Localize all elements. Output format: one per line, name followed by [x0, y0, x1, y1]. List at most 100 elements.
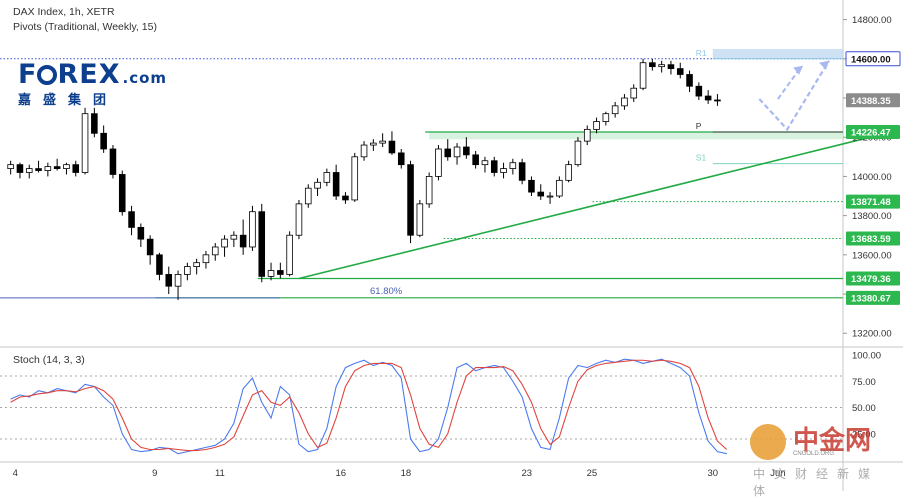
candle-body [704, 95, 712, 101]
candle-body [16, 164, 24, 173]
stoch-tick-label: 100.00 [852, 351, 881, 362]
candle-body [611, 105, 619, 115]
candle-body [453, 146, 461, 158]
candle-body [472, 154, 479, 166]
watermark-logo-icon [750, 424, 786, 460]
stoch-d-line [10, 359, 728, 452]
candle-body [249, 211, 256, 248]
time-tick-label: 30 [708, 468, 719, 479]
time-tick-label: 9 [152, 468, 157, 479]
pivot-zones [429, 49, 843, 140]
candle-body [574, 140, 582, 166]
indicator-label: Pivots (Traditional, Weekly, 15) [13, 21, 157, 33]
r1-zone [712, 49, 843, 59]
candle-body [53, 166, 61, 169]
fib-label: 61.80% [370, 286, 403, 297]
candle-body [118, 174, 126, 213]
candle-body [463, 146, 470, 156]
candle-body [211, 246, 219, 256]
candle-body [267, 270, 275, 277]
trendline [298, 137, 867, 280]
price-badge-label: 13380.67 [851, 293, 891, 304]
pivot-label: P [696, 121, 702, 131]
support-trendline [298, 137, 867, 280]
candlestick-series [7, 58, 721, 300]
time-axis: 4 9 11 16 18 23 25 30 Jun [13, 468, 786, 479]
price-badge-label: 14600.00 [851, 54, 891, 65]
projection-arrows [758, 60, 830, 132]
candle-body [323, 172, 331, 183]
time-tick-label: 23 [522, 468, 533, 479]
price-tick-label: 13600.00 [852, 250, 892, 261]
candle-body [351, 156, 359, 201]
candle-body [425, 176, 433, 205]
candle-body [537, 191, 545, 197]
watermark-tagline: 中文财经新媒体 [753, 467, 880, 498]
projection-path [758, 60, 830, 132]
candle-body [360, 144, 368, 158]
logo-chinese: 嘉盛集团 [18, 93, 119, 108]
price-badge [845, 51, 901, 67]
watermark: 中金网 CNGOLD.ORG 中文财经新媒体 [745, 418, 895, 498]
price-tick-label: 14000.00 [852, 172, 892, 183]
candle-body [444, 148, 452, 158]
candle-body [407, 164, 414, 236]
forex-logo: F REX .com 嘉盛集团 [18, 59, 168, 109]
candle-body [528, 179, 535, 193]
candle-body [295, 203, 303, 236]
candle-body [435, 148, 442, 177]
candle-body [221, 238, 228, 248]
candle-body [593, 121, 600, 130]
time-tick-label: 18 [401, 468, 412, 479]
price-badge-label: 13871.48 [851, 197, 891, 208]
candle-body [565, 164, 572, 181]
price-badge [846, 194, 900, 209]
candle-body [649, 62, 656, 68]
pivot-labels: R1 P S1 [696, 48, 707, 163]
chart-title: DAX Index, 1h, XETR [13, 6, 115, 18]
time-tick-label: Jun [770, 468, 785, 479]
candle-body [258, 211, 266, 277]
candle-body [44, 166, 52, 171]
candle-body [137, 226, 145, 240]
price-tick-label: 13200.00 [852, 329, 892, 340]
candle-body [416, 203, 424, 236]
candle-body [277, 270, 284, 275]
watermark-text: 中金网 [793, 426, 872, 456]
candle-body [639, 62, 647, 89]
candle-body [230, 234, 238, 240]
candle-body [490, 160, 498, 173]
candle-body [518, 162, 526, 181]
candle-body [165, 274, 173, 287]
candle-body [556, 179, 563, 197]
candle-body [397, 152, 405, 166]
candle-body [63, 164, 70, 169]
price-badge [846, 271, 900, 286]
candle-body [686, 74, 693, 87]
price-badge-label: 13479.36 [851, 274, 891, 285]
logo-circle-icon [37, 65, 58, 85]
candle-body [286, 234, 293, 275]
candle-body [695, 85, 703, 97]
candle-body [546, 195, 554, 198]
price-badge-label: 13683.59 [851, 234, 891, 245]
time-tick-label: 11 [215, 468, 225, 479]
stochastic-pane: Stoch (14, 3, 3) 25.00 50.00 75.00 100.00 [0, 351, 881, 455]
price-badge-label: 14226.47 [851, 128, 891, 139]
candle-body [500, 168, 507, 173]
stoch-tick-label: 75.00 [852, 377, 876, 388]
time-tick-label: 25 [587, 468, 598, 479]
projection-arrowhead [819, 60, 830, 70]
stoch-tick-label: 50.00 [852, 403, 876, 414]
projection-aux-arrowhead [793, 65, 804, 75]
time-tick-label: 16 [336, 468, 347, 479]
price-badge [846, 290, 900, 305]
pivot-label: S1 [696, 153, 707, 163]
candle-body [314, 181, 321, 189]
stoch-k-line [10, 358, 727, 455]
candle-body [658, 64, 665, 68]
candle-body [667, 64, 675, 70]
price-badge [846, 231, 900, 246]
candle-body [583, 128, 591, 142]
